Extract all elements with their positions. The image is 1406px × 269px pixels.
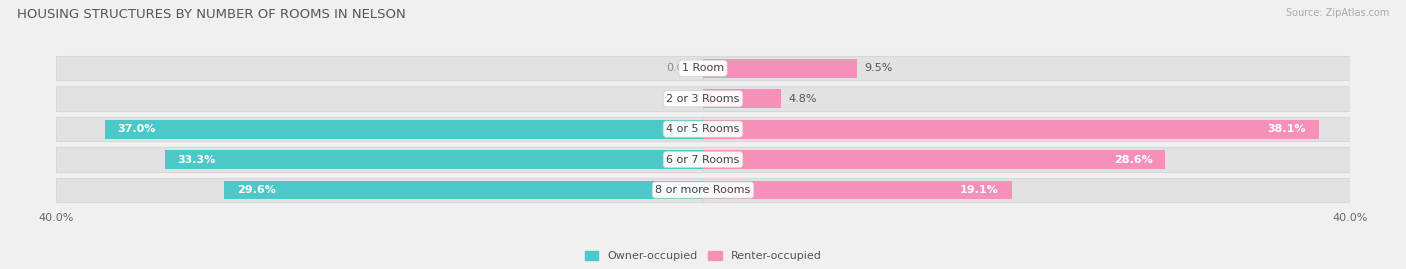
Text: 38.1%: 38.1% bbox=[1268, 124, 1306, 134]
Bar bbox=[165, 150, 703, 169]
Bar bbox=[703, 178, 1350, 202]
Bar bbox=[703, 89, 780, 108]
Text: 4 or 5 Rooms: 4 or 5 Rooms bbox=[666, 124, 740, 134]
Bar bbox=[104, 120, 703, 139]
Text: 8 or more Rooms: 8 or more Rooms bbox=[655, 185, 751, 195]
Bar bbox=[703, 87, 1350, 111]
Text: 0.0%: 0.0% bbox=[666, 63, 695, 73]
Text: 1 Room: 1 Room bbox=[682, 63, 724, 73]
Bar bbox=[56, 56, 703, 80]
Text: 28.6%: 28.6% bbox=[1114, 155, 1153, 165]
Bar bbox=[703, 59, 856, 78]
Text: 19.1%: 19.1% bbox=[960, 185, 998, 195]
Bar bbox=[56, 147, 703, 172]
Bar bbox=[703, 150, 1166, 169]
Bar bbox=[703, 56, 1350, 80]
Text: 6 or 7 Rooms: 6 or 7 Rooms bbox=[666, 155, 740, 165]
Bar bbox=[56, 117, 703, 141]
Text: 29.6%: 29.6% bbox=[238, 185, 276, 195]
Text: HOUSING STRUCTURES BY NUMBER OF ROOMS IN NELSON: HOUSING STRUCTURES BY NUMBER OF ROOMS IN… bbox=[17, 8, 405, 21]
Bar bbox=[703, 180, 1012, 200]
Bar bbox=[703, 147, 1350, 172]
Text: 9.5%: 9.5% bbox=[865, 63, 893, 73]
Bar bbox=[703, 120, 1319, 139]
Bar bbox=[225, 180, 703, 200]
Text: 0.0%: 0.0% bbox=[666, 94, 695, 104]
Bar bbox=[703, 117, 1350, 141]
Text: 33.3%: 33.3% bbox=[177, 155, 215, 165]
Text: 37.0%: 37.0% bbox=[118, 124, 156, 134]
Bar bbox=[56, 87, 703, 111]
Bar bbox=[56, 178, 703, 202]
Legend: Owner-occupied, Renter-occupied: Owner-occupied, Renter-occupied bbox=[581, 246, 825, 266]
Text: 2 or 3 Rooms: 2 or 3 Rooms bbox=[666, 94, 740, 104]
Text: 4.8%: 4.8% bbox=[789, 94, 817, 104]
Text: Source: ZipAtlas.com: Source: ZipAtlas.com bbox=[1285, 8, 1389, 18]
